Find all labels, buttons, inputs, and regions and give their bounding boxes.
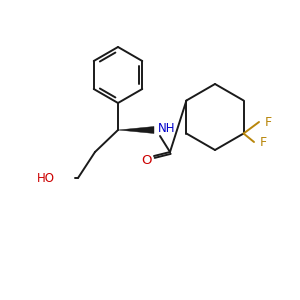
Polygon shape [118,127,154,134]
Text: F: F [265,116,272,128]
Text: O: O [141,154,151,167]
Text: HO: HO [37,172,55,184]
Text: NH: NH [158,122,175,136]
Text: F: F [260,136,267,148]
